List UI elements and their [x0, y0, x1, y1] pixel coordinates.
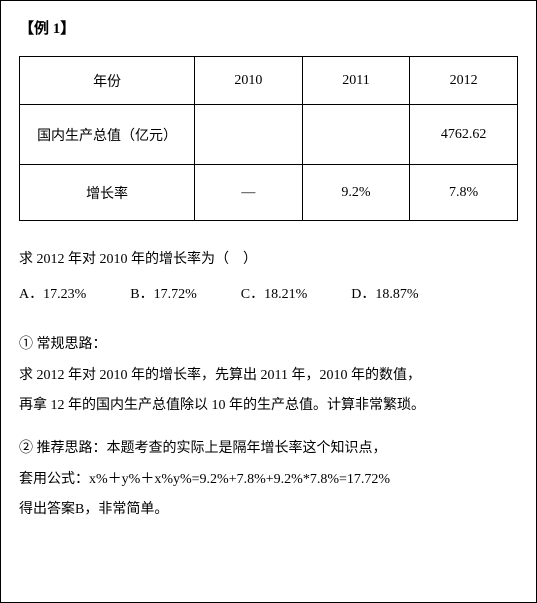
explanation-1-heading: ① 常规思路： [19, 330, 518, 359]
explanation-2-line2: 得出答案B，非常简单。 [19, 495, 518, 524]
cell-growth-2012: 7.8% [410, 165, 518, 221]
table-header-row: 年份 2010 2011 2012 [20, 57, 518, 105]
gdp-table: 年份 2010 2011 2012 国内生产总值（亿元） 4762.62 增长率… [19, 56, 518, 221]
option-d: D．18.87% [351, 280, 418, 309]
cell-growth-2010: — [195, 165, 303, 221]
explanation-1-line2: 再拿 12 年的国内生产总值除以 10 年的生产总值。计算非常繁琐。 [19, 391, 518, 420]
explanation-2-line1: 套用公式：x%＋y%＋x%y%=9.2%+7.8%+9.2%*7.8%=17.7… [19, 465, 518, 494]
col-2010: 2010 [195, 57, 303, 105]
col-2011: 2011 [302, 57, 410, 105]
option-b: B．17.72% [130, 280, 241, 309]
row-growth-label: 增长率 [20, 165, 195, 221]
option-c: C．18.21% [241, 280, 352, 309]
cell-gdp-2012: 4762.62 [410, 105, 518, 165]
col-2012: 2012 [410, 57, 518, 105]
cell-gdp-2010 [195, 105, 303, 165]
explanation-2: ② 推荐思路：本题考查的实际上是隔年增长率这个知识点， 套用公式：x%＋y%＋x… [19, 434, 518, 524]
cell-growth-2011: 9.2% [302, 165, 410, 221]
options-row: A．17.23% B．17.72% C．18.21% D．18.87% [19, 280, 518, 309]
explanation-1: ① 常规思路： 求 2012 年对 2010 年的增长率，先算出 2011 年，… [19, 330, 518, 420]
option-a: A．17.23% [19, 280, 130, 309]
explanation-2-heading: ② 推荐思路：本题考查的实际上是隔年增长率这个知识点， [19, 434, 518, 463]
table-row: 国内生产总值（亿元） 4762.62 [20, 105, 518, 165]
cell-gdp-2011 [302, 105, 410, 165]
explanation-1-line1: 求 2012 年对 2010 年的增长率，先算出 2011 年，2010 年的数… [19, 361, 518, 390]
example-title: 【例 1】 [19, 17, 518, 38]
table-row: 增长率 — 9.2% 7.8% [20, 165, 518, 221]
col-year-label: 年份 [20, 57, 195, 105]
row-gdp-label: 国内生产总值（亿元） [20, 105, 195, 165]
question-text: 求 2012 年对 2010 年的增长率为（ ） [19, 245, 518, 274]
